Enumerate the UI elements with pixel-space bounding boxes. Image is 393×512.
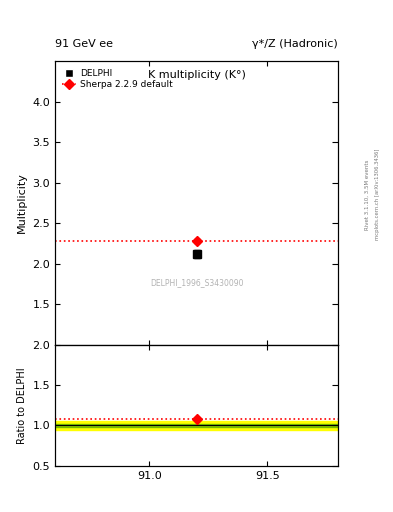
Text: mcplots.cern.ch [arXiv:1306.3436]: mcplots.cern.ch [arXiv:1306.3436] xyxy=(375,149,380,240)
Text: DELPHI_1996_S3430090: DELPHI_1996_S3430090 xyxy=(150,278,243,287)
Text: K multiplicity (K°): K multiplicity (K°) xyxy=(147,70,246,80)
Y-axis label: Multiplicity: Multiplicity xyxy=(17,173,27,233)
Y-axis label: Ratio to DELPHI: Ratio to DELPHI xyxy=(17,367,27,443)
Text: γ*/Z (Hadronic): γ*/Z (Hadronic) xyxy=(252,38,338,49)
Legend: DELPHI, Sherpa 2.2.9 default: DELPHI, Sherpa 2.2.9 default xyxy=(59,66,176,92)
Text: 91 GeV ee: 91 GeV ee xyxy=(55,38,113,49)
Text: Rivet 3.1.10, 3.5M events: Rivet 3.1.10, 3.5M events xyxy=(365,159,370,230)
Bar xyxy=(55,421,338,430)
Bar xyxy=(55,424,338,427)
